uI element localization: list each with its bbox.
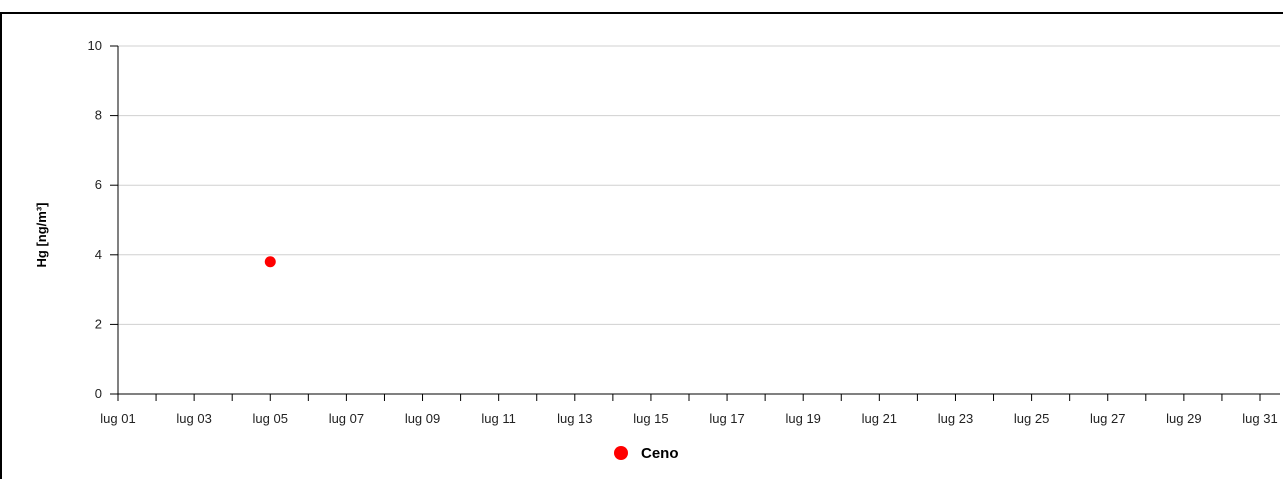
x-tick-label: lug 01 <box>100 411 135 426</box>
x-tick-label: lug 21 <box>862 411 897 426</box>
x-tick-label: lug 27 <box>1090 411 1125 426</box>
y-tick-label: 4 <box>95 247 102 262</box>
x-tick-label: lug 07 <box>329 411 364 426</box>
x-tick-label: lug 29 <box>1166 411 1201 426</box>
legend-marker-ceno <box>614 446 628 460</box>
chart-frame <box>0 12 1283 479</box>
x-tick-label: lug 05 <box>253 411 288 426</box>
y-axis-ticks: 0 2 4 6 8 10 <box>88 38 118 401</box>
y-tick-label: 6 <box>95 177 102 192</box>
x-tick-label: lug 31 <box>1242 411 1277 426</box>
axes <box>117 46 1280 395</box>
legend-label-ceno: Ceno <box>641 445 679 462</box>
grid-lines <box>118 45 1280 325</box>
x-tick-label: lug 09 <box>405 411 440 426</box>
data-point-ceno[interactable] <box>264 256 276 268</box>
y-tick-label: 8 <box>95 108 102 123</box>
x-tick-label: lug 23 <box>938 411 973 426</box>
x-tick-label: lug 17 <box>709 411 744 426</box>
legend[interactable]: Ceno <box>614 445 679 462</box>
x-tick-label: lug 25 <box>1014 411 1049 426</box>
y-tick-label: 0 <box>95 386 102 401</box>
x-tick-label: lug 03 <box>176 411 211 426</box>
x-tick-label: lug 19 <box>785 411 820 426</box>
y-tick-label: 10 <box>88 38 102 53</box>
y-axis-title: Hg [ng/m³] <box>34 203 49 268</box>
x-tick-label: lug 11 <box>481 411 515 426</box>
x-tick-label: lug 13 <box>557 411 592 426</box>
data-points <box>264 256 276 268</box>
x-tick-label: lug 15 <box>633 411 668 426</box>
y-tick-label: 2 <box>95 316 102 331</box>
x-axis-ticks: lug 01 lug 03 lug 05 lug 07 lug 09 lug 11 lug … <box>100 394 1278 426</box>
